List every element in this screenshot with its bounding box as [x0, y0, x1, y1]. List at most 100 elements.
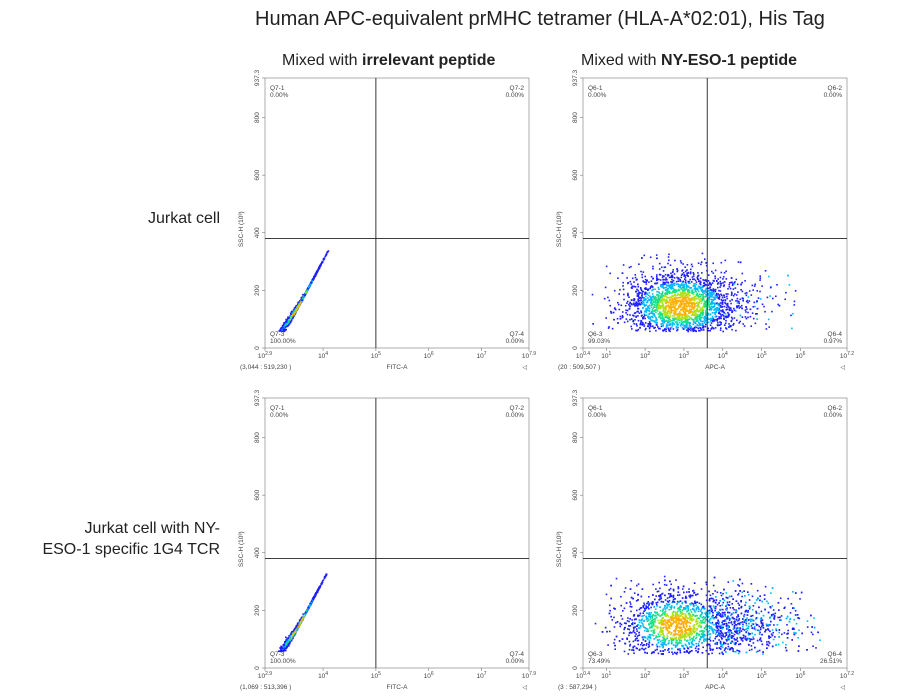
quadrant-value-ll: 99.03%	[588, 338, 610, 345]
x-tick-label: 102.9	[258, 351, 272, 360]
plot-frame	[582, 77, 848, 349]
y-tick-label: 0	[254, 346, 261, 350]
y-tick-label: 0	[572, 346, 579, 350]
y-tick-label: 200	[572, 605, 579, 616]
y-tick-label: 400	[254, 227, 261, 238]
x-tick-label: 105	[371, 351, 381, 360]
scroll-arrow-icon: ◁	[840, 365, 845, 371]
y-tick-label: 600	[254, 169, 261, 180]
quadrant-name-ll: Q7-3	[270, 651, 285, 658]
y-tick-label: 400	[254, 547, 261, 558]
quadrant-name-lr: Q7-4	[510, 331, 525, 338]
scatter-plot-4: Q6-10.00%Q6-20.00%Q6-373.49%Q6-426.51%02…	[556, 389, 854, 691]
quadrant-name-ur: Q7-2	[510, 405, 525, 412]
event-dots	[278, 250, 330, 333]
plot-frame	[582, 397, 848, 669]
event-dots	[591, 252, 797, 333]
quadrant-value-ur: 0.00%	[506, 92, 525, 99]
quadrant-value-ul: 0.00%	[270, 412, 289, 419]
quadrant-name-lr: Q6-4	[828, 331, 843, 338]
x-tick-label: 103	[679, 351, 689, 360]
y-tick-label: 0	[572, 666, 579, 670]
y-tick-label: 600	[572, 489, 579, 500]
event-count-footer: (3,044 : 519,230 )	[240, 364, 291, 371]
scatter-plot-1: Q7-10.00%Q7-20.00%Q7-3100.00%Q7-40.00%02…	[238, 69, 536, 371]
event-dots	[278, 573, 328, 653]
x-tick-label: 105	[757, 351, 767, 360]
quadrant-value-ul: 0.00%	[588, 92, 607, 99]
row-label-jurkat: Jurkat cell	[148, 208, 220, 229]
y-tick-label: 200	[254, 605, 261, 616]
row-label-line: Jurkat cell with NY-	[84, 520, 220, 537]
y-tick-label: 400	[572, 547, 579, 558]
x-tick-label: 107.9	[522, 671, 536, 680]
quadrant-value-lr: 0.97%	[824, 338, 843, 345]
y-axis-label: SSC-H (10³)	[556, 531, 563, 567]
y-tick-label: 937.3	[572, 389, 579, 406]
event-count-footer: (3 : 587,294 )	[558, 684, 597, 691]
x-tick-label: 104	[318, 671, 328, 680]
y-tick-label: 200	[572, 285, 579, 296]
x-tick-label: 104	[718, 671, 728, 680]
x-tick-label: 101	[601, 351, 611, 360]
quadrant-name-ur: Q7-2	[510, 85, 525, 92]
y-tick-label: 937.3	[254, 69, 261, 86]
y-axis-label: SSC-H (10³)	[238, 531, 245, 567]
quadrant-value-ur: 0.00%	[824, 92, 843, 99]
quadrant-name-lr: Q6-4	[828, 651, 843, 658]
quadrant-value-lr: 0.00%	[506, 338, 525, 345]
x-tick-label: 103	[679, 671, 689, 680]
x-axis-label: FITC-A	[387, 364, 409, 371]
plot-frame	[264, 77, 530, 349]
figure-title: Human APC-equivalent prMHC tetramer (HLA…	[255, 8, 825, 30]
x-tick-label: 106	[424, 351, 434, 360]
event-dots	[594, 575, 821, 655]
x-tick-label: 104	[318, 351, 328, 360]
x-tick-label: 100.4	[576, 351, 590, 360]
quadrant-value-ul: 0.00%	[588, 412, 607, 419]
scatter-plot-3: Q7-10.00%Q7-20.00%Q7-3100.00%Q7-40.00%02…	[238, 389, 536, 691]
scatter-plot-2: Q6-10.00%Q6-20.00%Q6-399.03%Q6-40.97%020…	[556, 69, 854, 371]
quadrant-value-ur: 0.00%	[824, 412, 843, 419]
y-tick-label: 800	[254, 112, 261, 123]
x-tick-label: 107.2	[840, 671, 854, 680]
quadrant-name-ul: Q6-1	[588, 405, 603, 412]
y-tick-label: 937.3	[572, 69, 579, 86]
quadrant-value-ur: 0.00%	[506, 412, 525, 419]
x-axis-label: APC-A	[705, 684, 726, 691]
y-tick-label: 800	[254, 432, 261, 443]
y-tick-label: 937.3	[254, 389, 261, 406]
x-tick-label: 102	[640, 351, 650, 360]
y-tick-label: 600	[254, 489, 261, 500]
x-tick-label: 105	[757, 671, 767, 680]
event-count-footer: (1,069 : 513,396 )	[240, 684, 291, 691]
x-tick-label: 100.4	[576, 671, 590, 680]
quadrant-value-lr: 26.51%	[820, 658, 842, 665]
column-title-prefix: Mixed with	[581, 52, 662, 69]
quadrant-name-ur: Q6-2	[828, 85, 843, 92]
x-tick-label: 101	[601, 671, 611, 680]
quadrant-name-ul: Q7-1	[270, 85, 285, 92]
quadrant-value-ll: 100.00%	[270, 658, 296, 665]
column-title-prefix: Mixed with	[282, 52, 363, 69]
x-tick-label: 107.2	[840, 351, 854, 360]
y-tick-label: 0	[254, 666, 261, 670]
x-axis-label: FITC-A	[387, 684, 409, 691]
x-tick-label: 106	[795, 351, 805, 360]
quadrant-name-ul: Q7-1	[270, 405, 285, 412]
y-tick-label: 400	[572, 227, 579, 238]
quadrant-name-ur: Q6-2	[828, 405, 843, 412]
y-tick-label: 800	[572, 432, 579, 443]
x-tick-label: 107	[476, 351, 486, 360]
x-tick-label: 104	[718, 351, 728, 360]
x-axis-label: APC-A	[705, 364, 726, 371]
column-title-nyeso: Mixed with NY-ESO-1 peptide	[581, 52, 797, 70]
x-tick-label: 106	[795, 671, 805, 680]
quadrant-name-ll: Q6-3	[588, 651, 603, 658]
scroll-arrow-icon: ◁	[522, 685, 527, 691]
quadrant-value-ll: 73.49%	[588, 658, 610, 665]
quadrant-value-lr: 0.00%	[506, 658, 525, 665]
quadrant-name-lr: Q7-4	[510, 651, 525, 658]
x-tick-label: 107.9	[522, 351, 536, 360]
